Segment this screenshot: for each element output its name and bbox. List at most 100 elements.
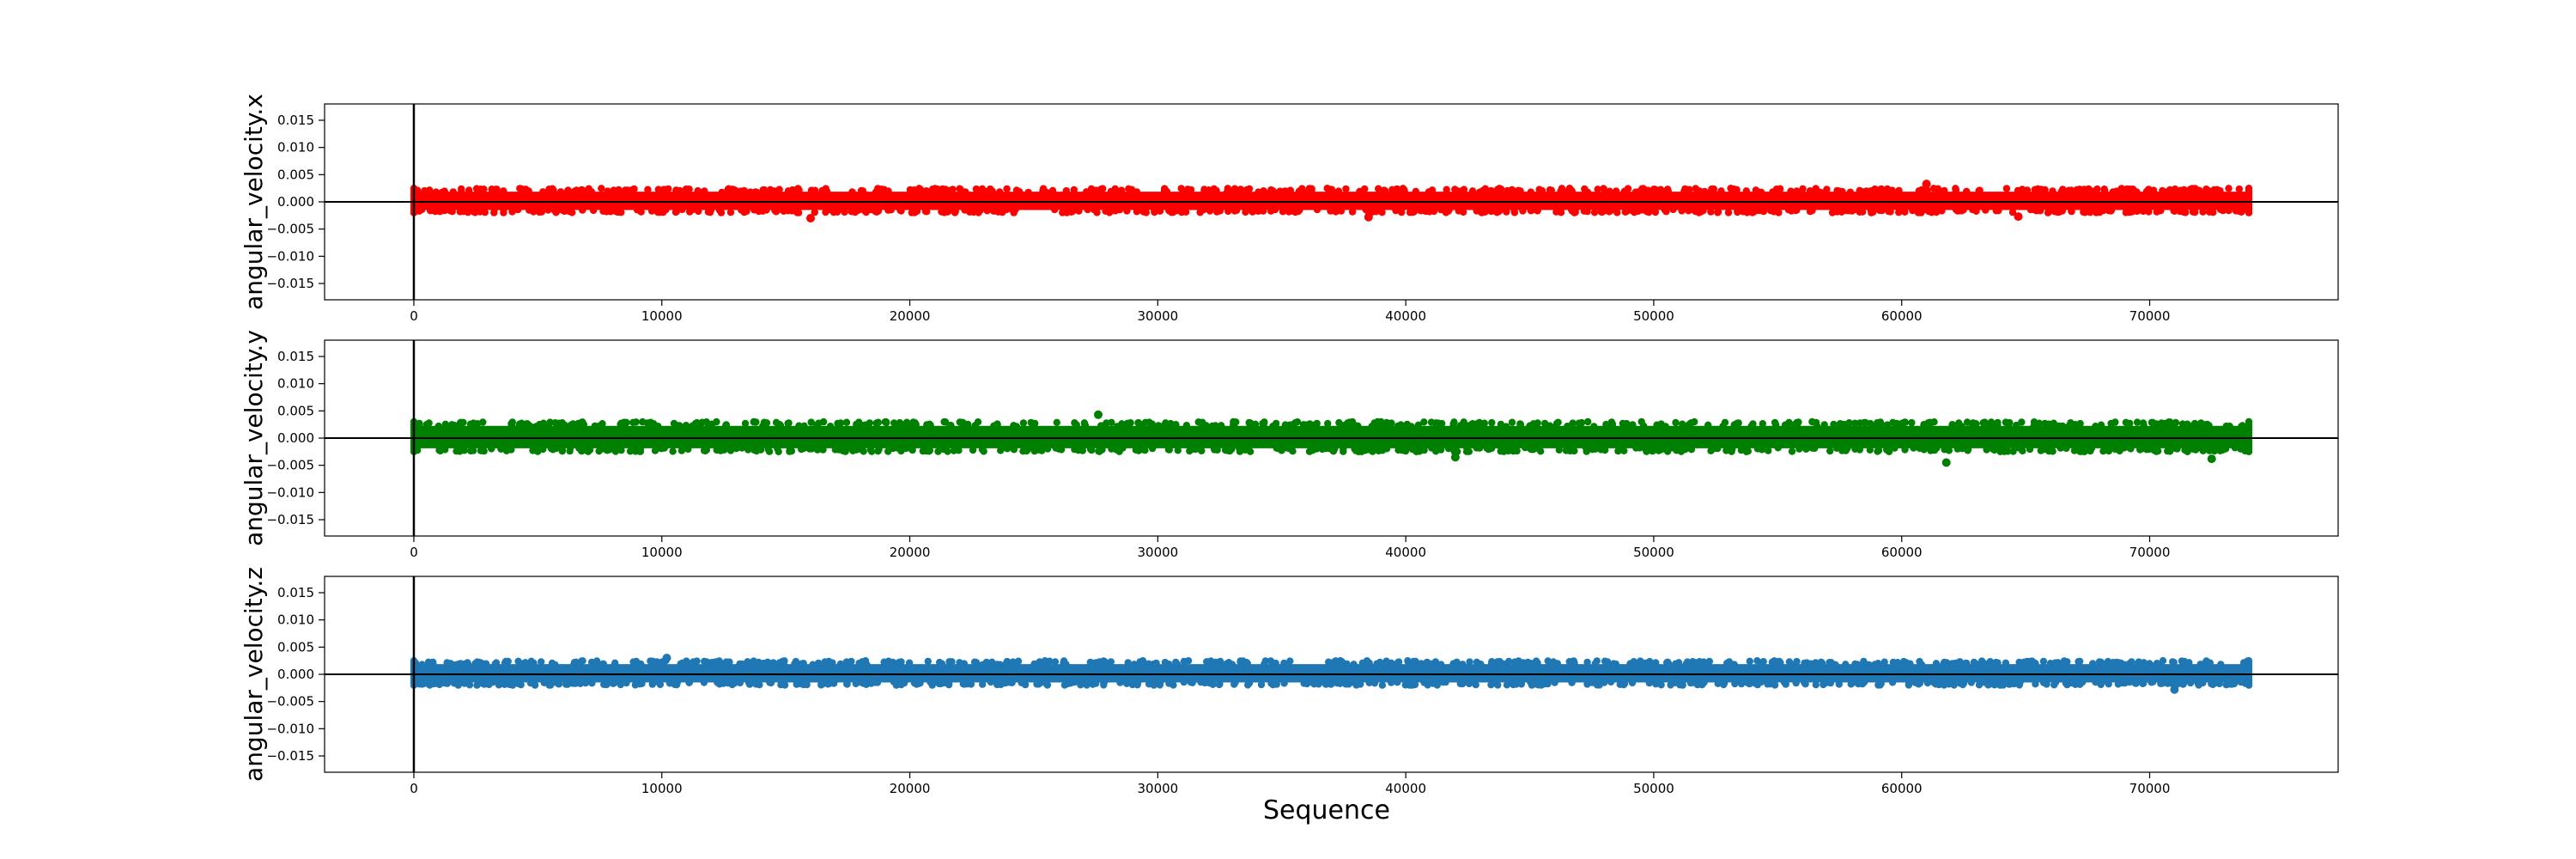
scatter-point	[1503, 681, 1511, 689]
scatter-point	[769, 661, 777, 668]
scatter-point	[623, 679, 630, 687]
scatter-point	[424, 658, 433, 666]
scatter-point	[1077, 681, 1084, 689]
scatter-point	[956, 659, 963, 667]
scatter-point	[2217, 661, 2225, 668]
scatter-point	[1084, 679, 1093, 686]
scatter-point	[1830, 420, 1838, 429]
scatter-point	[2146, 660, 2154, 667]
scatter-point	[2133, 207, 2141, 216]
scatter-point	[611, 659, 619, 667]
scatter-point	[1218, 422, 1225, 430]
scatter-point	[1092, 679, 1100, 687]
scatter-point	[1255, 207, 1262, 215]
scatter-point	[2036, 207, 2044, 215]
scatter-point	[1788, 448, 1796, 455]
scatter-point	[1842, 661, 1850, 668]
scatter-point	[476, 661, 483, 668]
scatter-point	[996, 661, 1004, 668]
scatter-point	[1459, 679, 1467, 688]
scatter-point	[1010, 446, 1018, 454]
scatter-point	[727, 186, 735, 194]
scatter-point	[2085, 185, 2093, 193]
scatter-point	[1340, 445, 1347, 453]
scatter-point	[1787, 207, 1795, 215]
scatter-point	[1261, 657, 1270, 665]
scatter-point	[813, 446, 822, 454]
scatter-point	[1818, 659, 1826, 667]
scatter-point	[2216, 205, 2225, 214]
scatter-point	[919, 188, 927, 196]
scatter-point	[1042, 680, 1051, 688]
scatter-point	[776, 422, 785, 430]
scatter-point	[1918, 186, 1926, 193]
scatter-point	[2136, 658, 2143, 667]
scatter-point	[897, 447, 905, 455]
y-tick-label: 0.015	[277, 349, 314, 364]
scatter-point	[1862, 187, 1870, 195]
scatter-point	[1465, 422, 1473, 430]
scatter-point	[1313, 205, 1321, 214]
scatter-point	[1874, 447, 1883, 454]
scatter-point	[2050, 681, 2058, 689]
scatter-point	[578, 657, 586, 665]
scatter-point	[1537, 681, 1546, 689]
scatter-point	[1356, 187, 1364, 195]
scatter-point	[2191, 208, 2199, 216]
scatter-point	[2030, 205, 2038, 214]
scatter-point	[563, 680, 572, 688]
scatter-point	[1261, 188, 1269, 196]
scatter-point	[1743, 209, 1751, 216]
scatter-point	[1139, 208, 1148, 216]
scatter-point	[2093, 185, 2101, 193]
scatter-point	[2059, 186, 2067, 193]
scatter-point	[1787, 187, 1795, 195]
scatter-points	[410, 654, 2253, 694]
scatter-band-core	[411, 192, 2251, 210]
y-tick-label: 0.015	[277, 585, 314, 600]
scatter-point	[1472, 681, 1479, 689]
scatter-point	[1502, 423, 1510, 430]
scatter-point	[1938, 207, 1946, 215]
scatter-point	[1516, 420, 1525, 429]
scatter-point	[800, 422, 808, 430]
scatter-point	[479, 418, 487, 426]
y-tick-label: 0.015	[277, 113, 314, 128]
scatter-point	[1499, 660, 1508, 667]
scatter-point	[946, 422, 954, 430]
scatter-point	[973, 186, 981, 193]
scatter-point	[515, 423, 524, 430]
scatter-point	[1519, 659, 1528, 667]
scatter-point	[647, 657, 654, 665]
scatter-point	[2049, 448, 2057, 455]
scatter-point	[1858, 208, 1867, 216]
scatter-point	[1776, 187, 1783, 196]
scatter-point	[2126, 419, 2134, 427]
scatter-point	[2055, 422, 2063, 430]
scatter-point	[2149, 678, 2157, 686]
scatter-point	[1601, 657, 1609, 665]
scatter-point	[1983, 446, 1990, 454]
scatter-point	[1845, 207, 1853, 215]
scatter-point	[1580, 207, 1589, 215]
scatter-point	[1753, 445, 1762, 453]
scatter-point	[1591, 660, 1600, 667]
scatter-point	[1905, 681, 1913, 689]
scatter-point	[1598, 208, 1606, 216]
scatter-point	[1963, 187, 1971, 195]
scatter-point	[1030, 448, 1039, 455]
scatter-point	[1202, 187, 1211, 195]
scatter-point	[530, 208, 538, 216]
y-tick-label: 0.000	[277, 430, 314, 446]
scatter-point	[1392, 206, 1400, 215]
scatter-point	[976, 206, 985, 214]
scatter-point	[1978, 678, 1986, 686]
scatter-point	[1820, 421, 1828, 429]
scatter-point	[1749, 208, 1758, 216]
scatter-point	[626, 448, 635, 455]
scatter-point	[1337, 207, 1346, 215]
scatter-point	[1223, 660, 1231, 667]
scatter-point	[1348, 208, 1357, 216]
scatter-point	[1002, 659, 1011, 667]
scatter-point	[1836, 420, 1844, 428]
